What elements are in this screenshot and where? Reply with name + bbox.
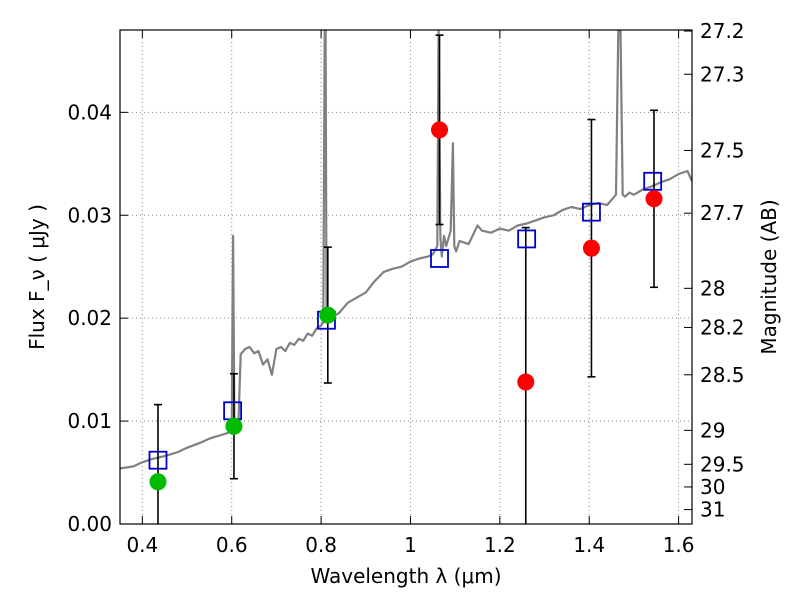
x-tick-label: 0.6 <box>216 533 248 557</box>
y2-tick-label: 28 <box>700 276 725 300</box>
y2-tick-label: 29.5 <box>700 452 745 476</box>
x-tick-label: 0.8 <box>305 533 337 557</box>
data-points <box>148 121 663 491</box>
y-tick-label: 0.03 <box>67 203 112 227</box>
x-tick-label: 1.6 <box>663 533 695 557</box>
axis-ticks: 0.4 0.6 0.8 1 1.2 1.4 1.6 0.00 0.01 0.02 0.03 0.04 2… <box>67 19 744 557</box>
red-point <box>645 190 663 208</box>
y-axis-label: Flux F_ν ( μJy ) <box>25 204 49 350</box>
y2-tick-label: 27.2 <box>700 19 745 43</box>
x-tick-label: 1.2 <box>484 533 516 557</box>
y2-tick-label: 30 <box>700 475 725 499</box>
model-square-point <box>582 202 601 222</box>
error-bars <box>153 34 659 524</box>
y-tick-label: 0.00 <box>67 512 112 536</box>
green-point <box>225 417 243 435</box>
model-square-point <box>643 171 663 191</box>
y2-tick-label: 27.7 <box>700 201 745 225</box>
y2-tick-label: 29 <box>700 418 725 442</box>
x-axis-label: Wavelength λ (μm) <box>310 564 501 588</box>
model-square-point <box>148 450 168 470</box>
spectrum-series <box>120 30 692 470</box>
x-tick-label: 1.4 <box>573 533 605 557</box>
y-tick-label: 0.02 <box>67 306 112 330</box>
green-point <box>319 306 337 324</box>
green-point <box>149 473 167 491</box>
x-tick-label: 1 <box>404 533 417 557</box>
plot-frame <box>119 29 693 525</box>
y2-tick-label: 27.5 <box>700 138 745 162</box>
y2-tick-label: 28.2 <box>700 315 745 339</box>
model-square-point <box>430 249 449 268</box>
model-square-point <box>517 229 537 249</box>
red-point <box>582 239 600 257</box>
y-tick-label: 0.04 <box>67 100 112 124</box>
red-point <box>431 121 449 139</box>
y2-tick-label: 31 <box>700 498 725 522</box>
grid-lines <box>120 30 692 525</box>
y-tick-label: 0.01 <box>67 409 112 433</box>
spectrum-line <box>120 30 692 470</box>
y2-tick-label: 27.3 <box>700 62 745 86</box>
y2-tick-label: 28.5 <box>700 363 745 387</box>
red-point <box>517 373 535 391</box>
x-tick-label: 0.4 <box>126 533 158 557</box>
y2-axis-label: Magnitude (AB) <box>757 199 781 354</box>
